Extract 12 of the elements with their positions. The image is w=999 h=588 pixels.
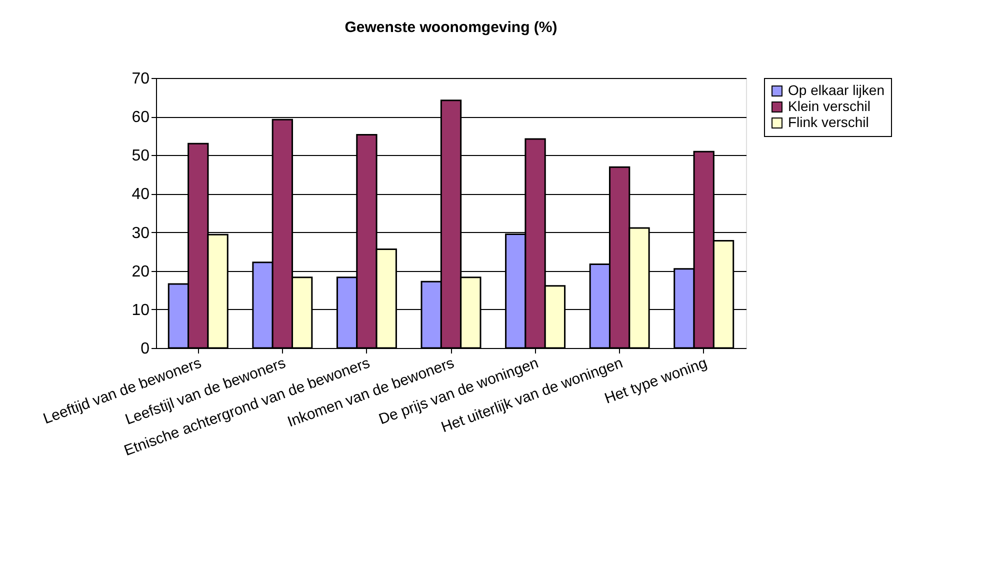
y-tick-label: 60	[132, 109, 150, 126]
y-tick-label: 50	[132, 148, 150, 165]
legend-label: Klein verschil	[788, 98, 870, 114]
legend-label: Op elkaar lijken	[788, 82, 884, 98]
y-tick-label: 20	[132, 263, 150, 280]
legend-label: Flink verschil	[788, 114, 869, 130]
y-tick-label: 10	[132, 302, 150, 319]
y-tick-label: 70	[132, 70, 150, 88]
y-tick-label: 30	[132, 224, 150, 242]
chart-title: Gewenste woonomgeving (%)	[344, 19, 558, 36]
y-tick-label: 40	[132, 186, 150, 204]
y-tick-label: 0	[140, 340, 150, 358]
